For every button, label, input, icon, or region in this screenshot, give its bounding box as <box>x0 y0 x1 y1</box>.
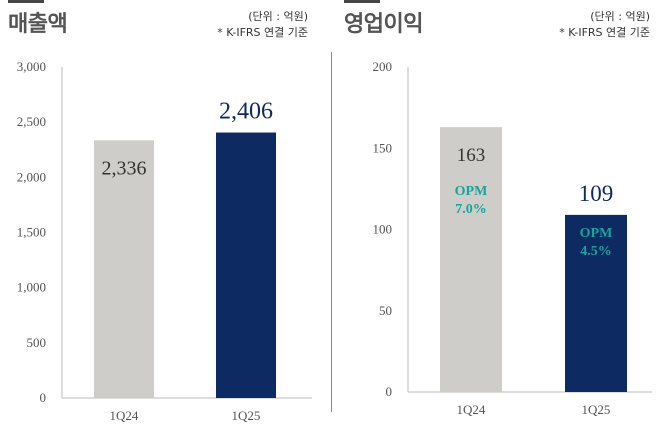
x-tick-label: 1Q24 <box>110 408 139 423</box>
revenue-unit-note: (단위 : 억원) <box>248 10 308 23</box>
operating-profit-chart: 0 50 100 150 200 163 OPM 7.0% 1Q24 109 OPM 4.5% 1Q25 <box>373 59 652 417</box>
revenue-chart: 0 500 1,000 1,500 2,000 2,500 3,000 2,336 1Q24 2,… <box>17 59 312 423</box>
y-tick-label: 0 <box>386 384 393 399</box>
opm-label: OPM <box>455 184 488 199</box>
opm-value: 4.5% <box>580 244 612 259</box>
value-label: 109 <box>579 181 614 206</box>
value-label: 2,336 <box>102 157 147 179</box>
y-tick-label: 1,000 <box>17 280 46 295</box>
revenue-panel: 매출액 (단위 : 억원) * K-IFRS 연결 기준 0 500 1,000 1,… <box>0 0 330 436</box>
panel-divider <box>331 52 332 412</box>
y-tick-label: 100 <box>373 222 393 237</box>
y-tick-label: 0 <box>40 390 47 405</box>
y-tick-label: 1,500 <box>17 225 46 240</box>
bar-1q25 <box>565 214 627 392</box>
title-accent-bar <box>344 0 380 3</box>
x-tick-label: 1Q24 <box>457 402 486 417</box>
x-tick-label: 1Q25 <box>232 408 261 423</box>
revenue-title: 매출액 <box>8 12 68 37</box>
y-tick-label: 2,500 <box>17 114 46 129</box>
operating-profit-panel: 영업이익 (단위 : 억원) * K-IFRS 연결 기준 0 50 100 150 2… <box>336 0 672 436</box>
operating-profit-title: 영업이익 <box>344 12 423 37</box>
title-accent-bar <box>8 0 44 3</box>
bar-1q24 <box>440 127 502 392</box>
y-tick-label: 500 <box>27 335 47 350</box>
value-label: 2,406 <box>219 99 273 125</box>
operating-profit-basis-note: * K-IFRS 연결 기준 <box>559 26 650 39</box>
bar-1q24 <box>94 140 154 398</box>
y-tick-label: 150 <box>373 140 393 155</box>
operating-profit-unit-note: (단위 : 억원) <box>590 10 650 23</box>
y-tick-label: 2,000 <box>17 169 46 184</box>
x-tick-label: 1Q25 <box>582 402 611 417</box>
opm-value: 7.0% <box>455 202 487 217</box>
value-label: 163 <box>457 145 486 166</box>
y-tick-label: 50 <box>379 303 392 318</box>
bar-1q25 <box>216 132 276 398</box>
revenue-basis-note: * K-IFRS 연결 기준 <box>217 26 308 39</box>
y-tick-label: 3,000 <box>17 59 46 74</box>
opm-label: OPM <box>580 226 613 241</box>
y-tick-label: 200 <box>373 59 393 74</box>
